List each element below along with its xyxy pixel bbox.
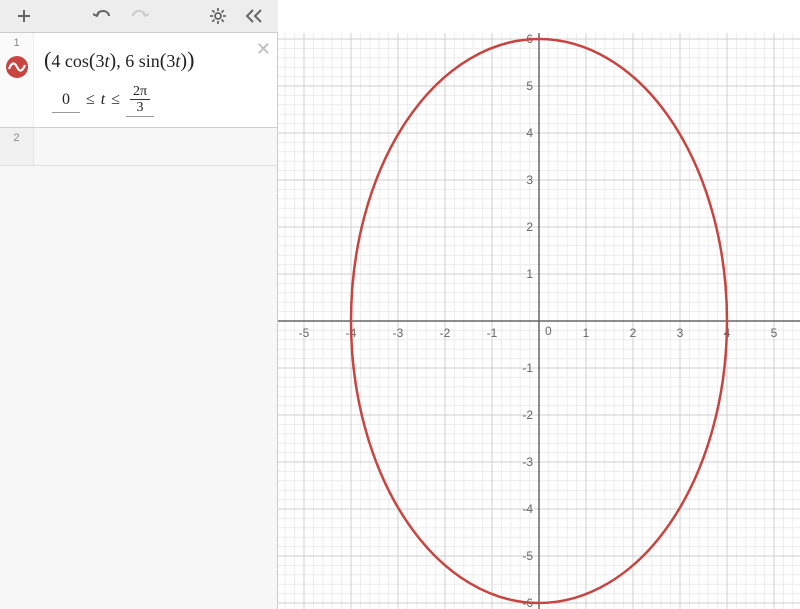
expression-row[interactable]: 1 (4 cos(3t), 6 sin(3t)) 0 ≤ t ≤ — [0, 33, 277, 128]
svg-text:-1: -1 — [487, 326, 498, 340]
svg-text:2: 2 — [630, 326, 637, 340]
svg-text:5: 5 — [771, 326, 778, 340]
expression-index: 1 — [0, 33, 34, 127]
main: 1 (4 cos(3t), 6 sin(3t)) 0 ≤ t ≤ — [0, 33, 800, 609]
expression-sidebar: 1 (4 cos(3t), 6 sin(3t)) 0 ≤ t ≤ — [0, 33, 278, 609]
graph-area[interactable]: -5-4-3-2-1012345-6-5-4-3-2-1123456 — [278, 33, 800, 609]
redo-button[interactable] — [123, 0, 155, 32]
lte-symbol: ≤ — [86, 88, 95, 112]
collapse-button[interactable] — [238, 0, 270, 32]
frac-num: 2π — [130, 84, 150, 100]
svg-text:1: 1 — [526, 267, 533, 281]
add-button[interactable] — [8, 0, 40, 32]
svg-text:3: 3 — [677, 326, 684, 340]
svg-text:3: 3 — [526, 173, 533, 187]
expression-index: 2 — [0, 128, 34, 165]
svg-text:-5: -5 — [522, 549, 533, 563]
domain-upper-field[interactable]: 2π 3 — [126, 84, 154, 117]
svg-text:-1: -1 — [522, 361, 533, 375]
svg-text:2: 2 — [526, 220, 533, 234]
index-number: 2 — [13, 132, 19, 144]
index-number: 1 — [13, 37, 19, 49]
toolbar — [0, 0, 278, 33]
domain-lower-field[interactable]: 0 — [52, 88, 80, 113]
svg-text:1: 1 — [583, 326, 590, 340]
lte-symbol: ≤ — [111, 88, 120, 112]
empty-expression-row[interactable]: 2 — [0, 128, 277, 166]
settings-button[interactable] — [202, 0, 234, 32]
svg-text:-5: -5 — [299, 326, 310, 340]
svg-text:5: 5 — [526, 79, 533, 93]
svg-text:-2: -2 — [522, 408, 533, 422]
undo-button[interactable] — [87, 0, 119, 32]
curve-color-icon[interactable] — [5, 55, 29, 79]
domain-var: t — [101, 88, 105, 112]
graph-canvas: -5-4-3-2-1012345-6-5-4-3-2-1123456 — [278, 33, 800, 609]
svg-text:-2: -2 — [440, 326, 451, 340]
svg-text:-3: -3 — [522, 455, 533, 469]
expression-body[interactable]: (4 cos(3t), 6 sin(3t)) 0 ≤ t ≤ 2π 3 — [34, 33, 277, 127]
formula-text: (4 cos(3t), 6 sin(3t)) — [44, 43, 269, 76]
svg-text:-3: -3 — [393, 326, 404, 340]
close-icon[interactable]: ✕ — [256, 39, 271, 60]
frac-den: 3 — [134, 100, 147, 115]
svg-text:-4: -4 — [522, 502, 533, 516]
svg-text:0: 0 — [545, 324, 552, 338]
domain-line: 0 ≤ t ≤ 2π 3 — [44, 84, 269, 117]
svg-text:4: 4 — [526, 126, 533, 140]
